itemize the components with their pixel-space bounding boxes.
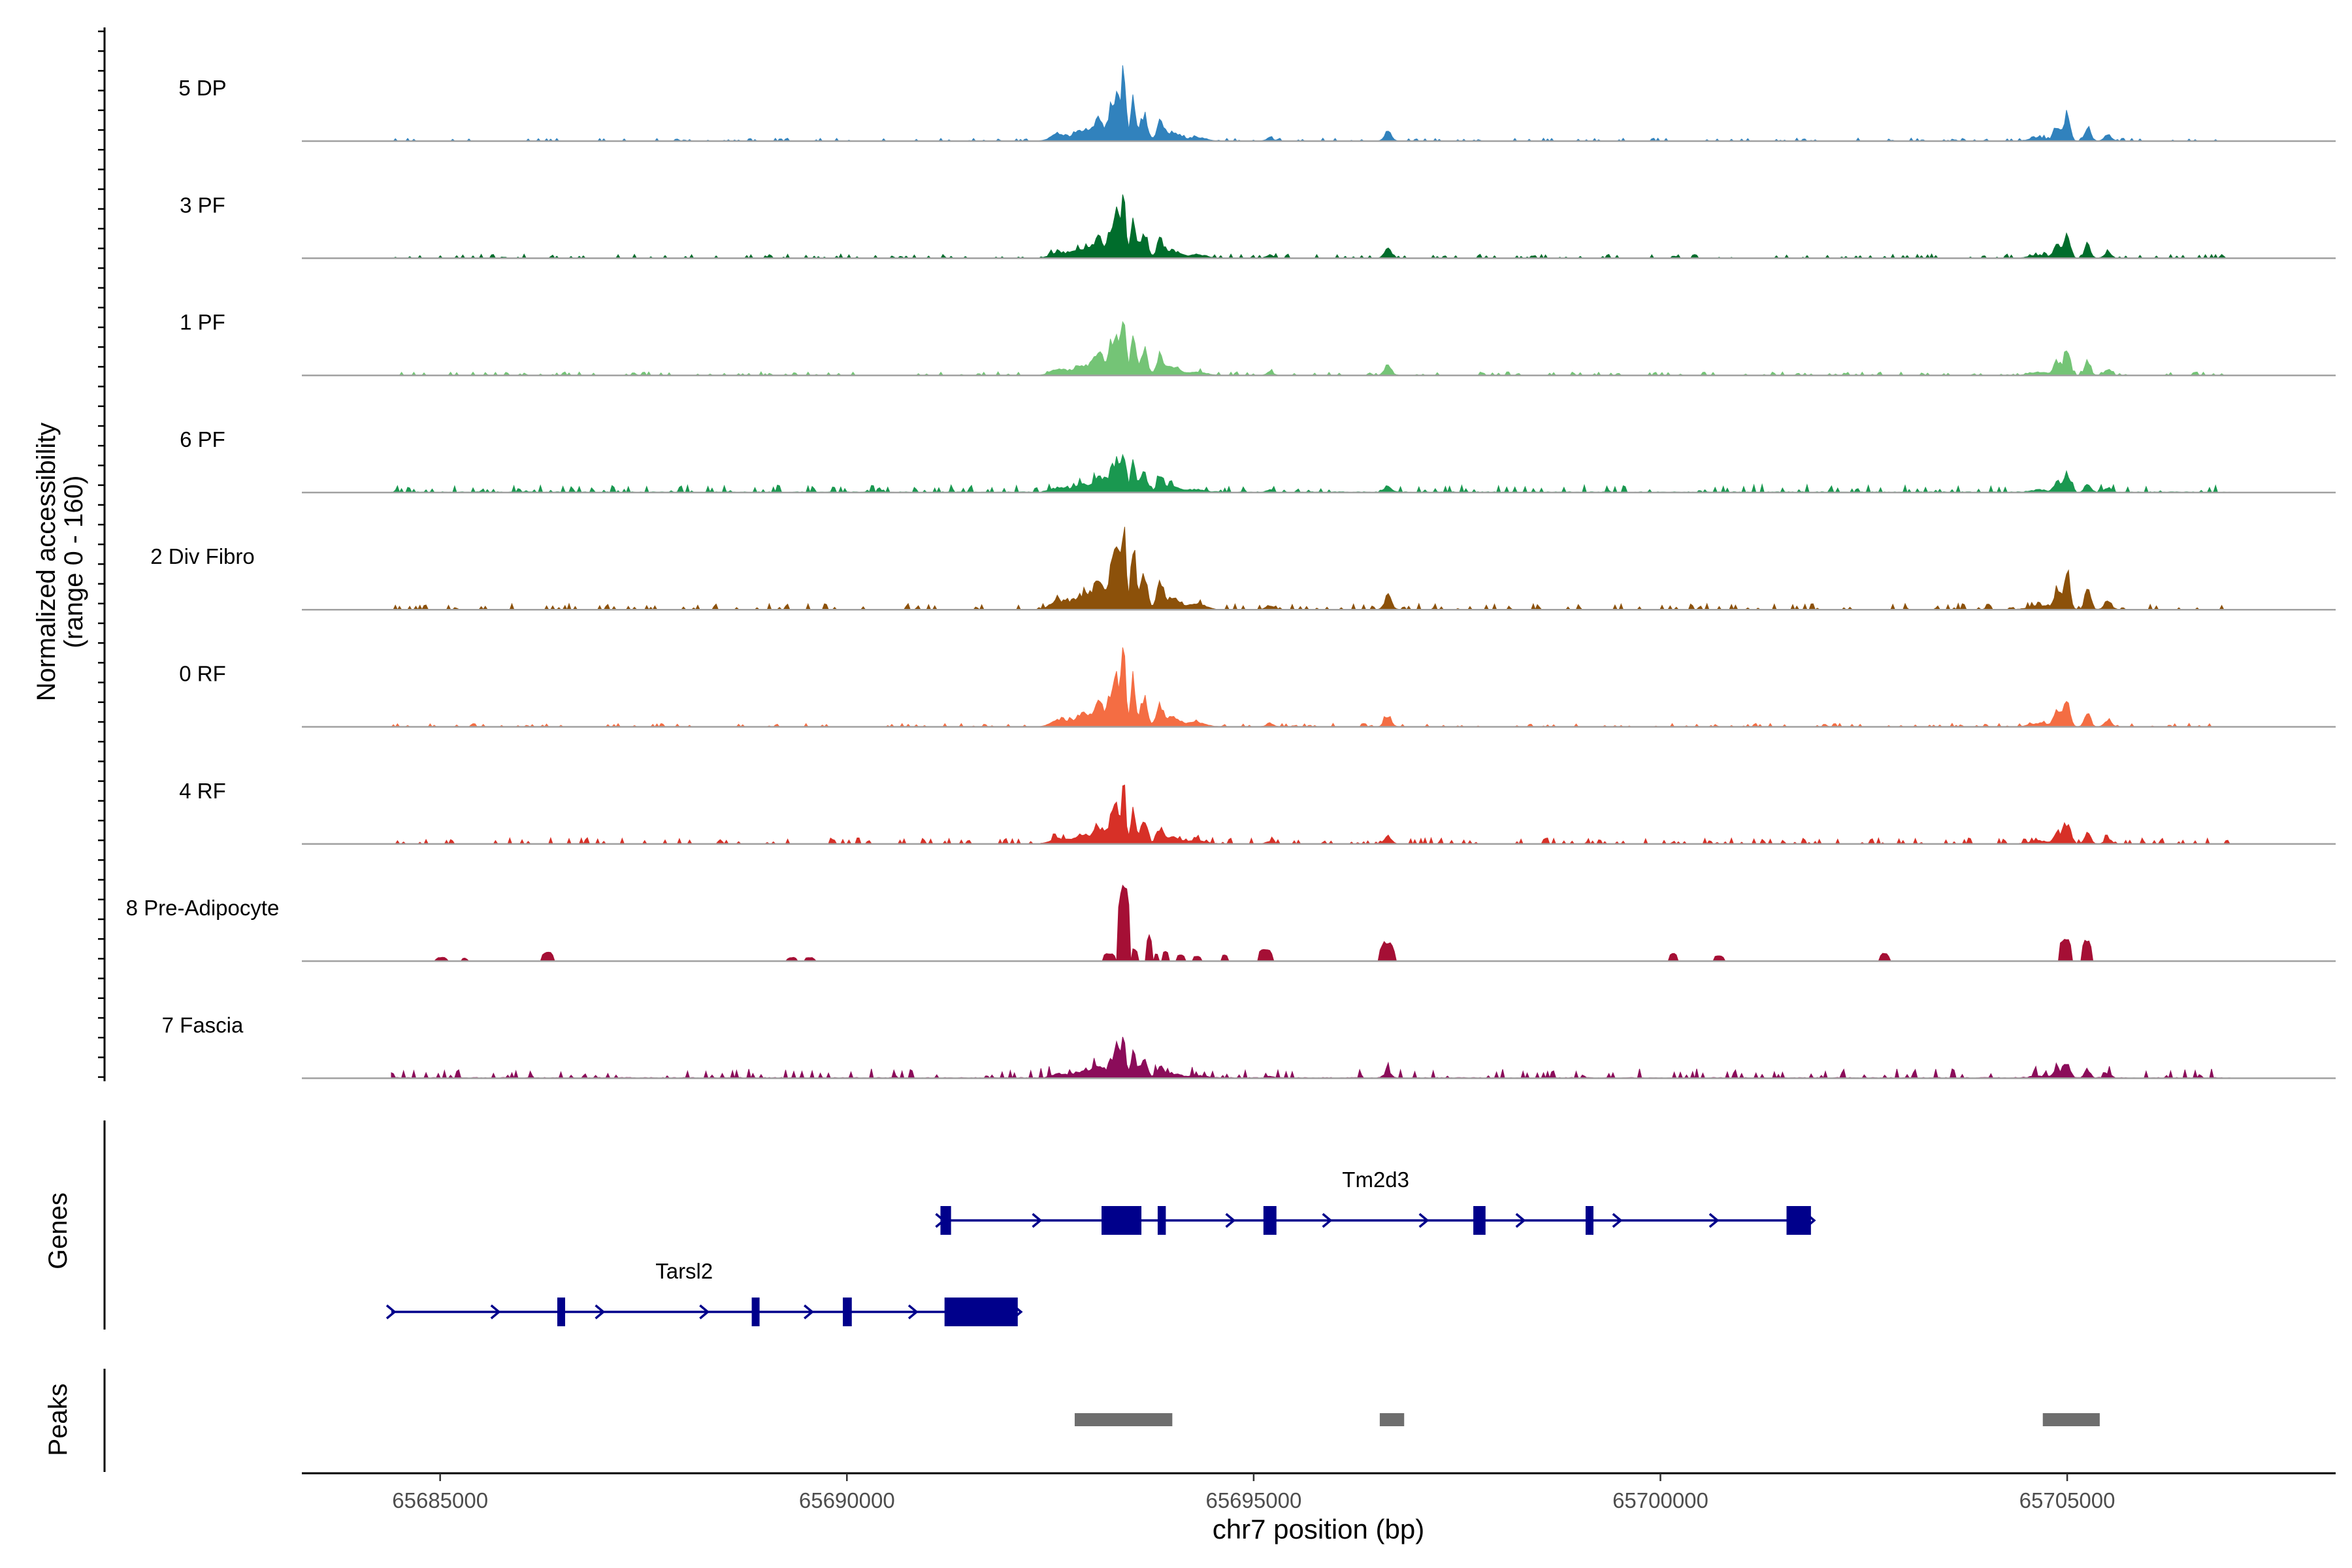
track-label: 4 RF [179,779,226,803]
strand-arrow [1322,1213,1333,1228]
coverage-area [391,1036,2230,1080]
gene-name-label: Tarsl2 [655,1259,713,1283]
peak-region [1074,1413,1173,1426]
exon-block [751,1298,760,1326]
gene-annotation-track: Tm2d3 Tarsl2 [385,1168,1816,1326]
strand-arrow [1515,1213,1526,1228]
y-axis-label: Normalized accessibility [32,423,61,702]
peak-region [2042,1413,2100,1426]
x-tick-label: 65700000 [1612,1488,1708,1512]
track-label: 2 Div Fibro [150,544,255,568]
strand-arrow [699,1304,710,1320]
strand-arrow [490,1304,501,1320]
coverage-area [391,194,2230,259]
strand-arrow [385,1304,397,1320]
y-axis-label-range: (range 0 - 160) [59,476,88,649]
track-label: 5 DP [178,76,226,100]
strand-arrow [907,1304,919,1320]
track-label: 0 RF [179,662,226,686]
axes: 65685000 65690000 65695000 65700000 65705000 [98,27,2336,1512]
exon-block [1585,1206,1593,1235]
x-tick-label: 65690000 [799,1488,895,1512]
track-label: 1 PF [180,310,225,335]
exon-block [940,1206,951,1235]
coverage-area [391,453,2230,494]
exon-block [944,1298,1018,1326]
track-label: 6 PF [180,427,225,451]
peak-region-track [1074,1413,2100,1426]
x-tick-label: 65685000 [392,1488,488,1512]
coverage-area [391,65,2230,142]
gene-name-label: Tm2d3 [1342,1168,1409,1192]
strand-arrow [1032,1213,1043,1228]
exon-block [1102,1206,1142,1235]
strand-arrow [1225,1213,1236,1228]
exon-block [1157,1206,1166,1235]
coverage-area [391,527,2230,611]
exon-block [1263,1206,1277,1235]
x-tick-label: 65705000 [2019,1488,2115,1512]
coverage-tracks: 5 DP 3 PF 1 PF 6 PF 2 Div Fibro 0 RF 4 RF 8 Pre… [126,65,2336,1080]
strand-arrow [804,1304,814,1320]
peak-region [1379,1413,1405,1426]
exon-block [557,1298,565,1326]
exon-block [1786,1206,1811,1235]
x-tick-label: 65695000 [1205,1488,1301,1512]
strand-arrow [1612,1213,1623,1228]
strand-arrow [595,1304,606,1320]
coverage-area [391,885,2230,962]
track-label: 8 Pre-Adipocyte [126,896,280,920]
strand-arrow [1418,1213,1429,1228]
coverage-area [391,647,2230,728]
genes-panel-label: Genes [44,1192,73,1269]
exon-block [1473,1206,1486,1235]
coverage-area [391,784,2230,845]
track-label: 3 PF [180,193,225,217]
coverage-area [391,321,2230,376]
exon-block [843,1298,852,1326]
track-label: 7 Fascia [162,1013,244,1037]
x-axis-label: chr7 position (bp) [1213,1514,1425,1544]
strand-arrow [1708,1213,1720,1228]
peaks-panel-label: Peaks [44,1383,73,1456]
